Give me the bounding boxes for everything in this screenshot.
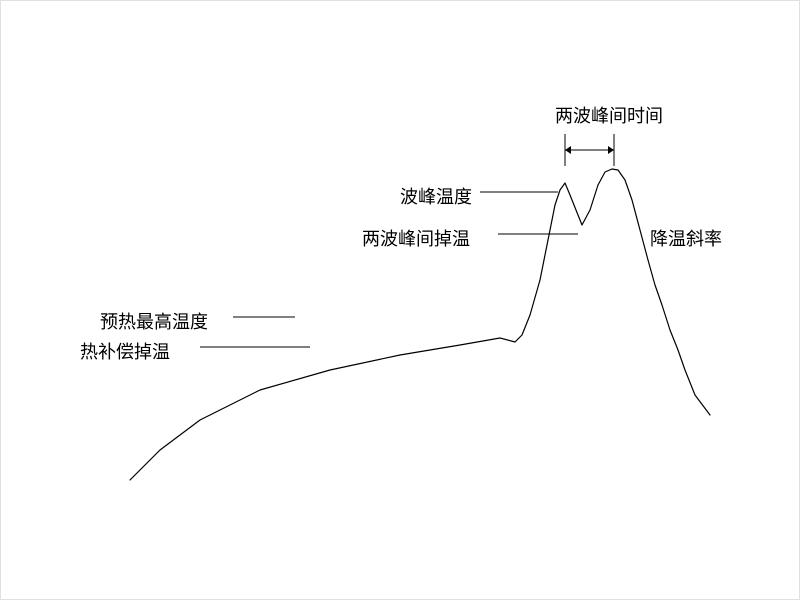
label-peak-time: 两波峰间时间 bbox=[555, 102, 663, 128]
label-peak-temp: 波峰温度 bbox=[400, 183, 472, 209]
label-peak-drop: 两波峰间掉温 bbox=[362, 225, 470, 251]
curve-canvas bbox=[0, 0, 800, 600]
label-compensation-drop: 热补偿掉温 bbox=[80, 338, 170, 364]
label-cooling-rate: 降温斜率 bbox=[650, 225, 722, 251]
label-preheat-max: 预热最高温度 bbox=[100, 308, 208, 334]
